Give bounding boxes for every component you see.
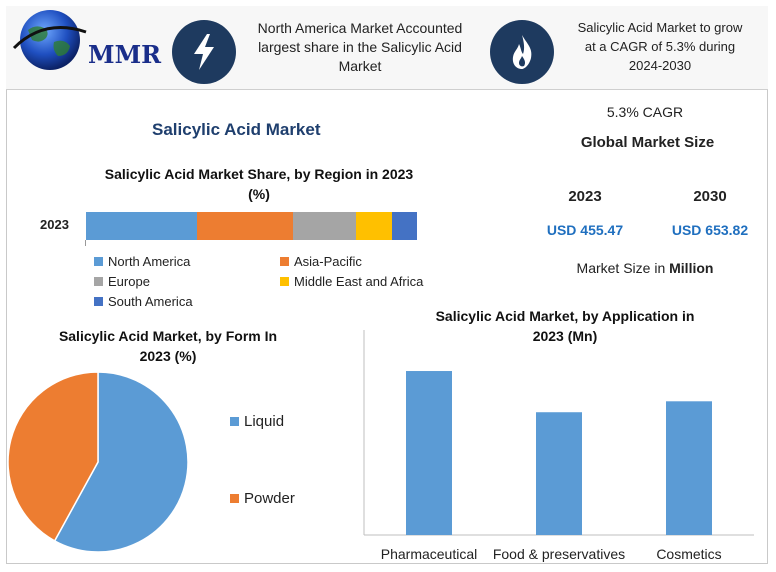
region-title-line1: Salicylic Acid Market Share, by Region i… [104, 166, 414, 182]
pie-legend-liquid: Liquid [230, 413, 284, 430]
header-note-2-line2: at a CAGR of 5.3% during [584, 39, 736, 54]
global-size-label: Global Market Size [580, 134, 715, 151]
region-bar-category: 2023 [40, 217, 69, 232]
flame-icon [512, 35, 532, 69]
form-title-line1: Salicylic Acid Market, by Form In [58, 328, 278, 344]
region-segment-europe [292, 212, 356, 240]
pie-legend-powder: Powder [230, 490, 295, 507]
application-bar-2 [666, 401, 712, 535]
region-segment-south-america [392, 212, 417, 240]
application-category-label: Pharmaceutical [381, 546, 478, 562]
cagr-label: 5.3% CAGR [606, 104, 684, 120]
header-note-1: North America Market Accounted largest s… [240, 19, 480, 76]
market-size-unit: Market Size in Million [560, 260, 730, 276]
mmr-logo: MMR [10, 8, 162, 72]
form-title-line2: 2023 (%) [139, 348, 197, 364]
application-category-label: Food & preservatives [493, 546, 625, 562]
unit-prefix: Market Size in [576, 260, 670, 276]
header-note-1-line2: largest share in the Salicylic Acid [258, 39, 462, 55]
liquid-label: Liquid [244, 413, 285, 430]
legend-label: Europe [108, 274, 150, 289]
logo-text: MMR [88, 40, 162, 69]
form-pie-chart [7, 371, 189, 553]
legend-label: Middle East and Africa [294, 274, 424, 289]
powder-label: Powder [244, 490, 295, 507]
header-note-1-line3: Market [338, 58, 382, 74]
flame-badge [490, 20, 554, 84]
axis-tick [85, 240, 86, 246]
application-title-line2: 2023 (Mn) [532, 328, 598, 344]
legend-item-middle-east-and-africa: Middle East and Africa [280, 274, 423, 289]
globe-logo-icon [12, 10, 87, 70]
application-bar-0 [406, 371, 452, 535]
legend-label: Asia-Pacific [294, 254, 362, 269]
unit-bold: Million [669, 260, 714, 276]
legend-label: North America [108, 254, 191, 269]
liquid-swatch [230, 417, 239, 426]
application-chart-title: Salicylic Acid Market, by Application in… [395, 306, 735, 346]
legend-swatch [280, 277, 289, 286]
legend-item-asia-pacific: Asia-Pacific [280, 254, 362, 269]
region-title-line2: (%) [248, 186, 270, 202]
legend-swatch [94, 277, 103, 286]
header-note-2-line3: 2024-2030 [628, 58, 692, 73]
header-banner [6, 6, 768, 90]
value-2030: USD 653.82 [671, 222, 749, 238]
legend-item-europe: Europe [94, 274, 150, 289]
legend-swatch [94, 257, 103, 266]
header-note-2: Salicylic Acid Market to grow at a CAGR … [560, 18, 760, 75]
region-chart-title: Salicylic Acid Market Share, by Region i… [84, 164, 434, 204]
year-2023-label: 2023 [568, 188, 602, 205]
region-segment-middle-east-and-africa [355, 212, 393, 240]
application-category-label: Cosmetics [656, 546, 721, 562]
value-2023: USD 455.47 [546, 222, 624, 238]
application-title-line1: Salicylic Acid Market, by Application in [435, 308, 695, 324]
lightning-badge [172, 20, 236, 84]
main-title: Salicylic Acid Market [152, 120, 321, 139]
region-stacked-bar [86, 212, 417, 240]
legend-label: South America [108, 294, 193, 309]
application-bar-1 [536, 412, 582, 535]
region-segment-north-america [86, 212, 197, 240]
legend-item-south-america: South America [94, 294, 193, 309]
legend-item-north-america: North America [94, 254, 190, 269]
year-2030-label: 2030 [693, 188, 727, 205]
pie-slice-powder [7, 371, 99, 542]
header-note-1-line1: North America Market Accounted [257, 20, 463, 36]
header-note-2-line1: Salicylic Acid Market to grow [577, 20, 743, 35]
form-chart-title: Salicylic Acid Market, by Form In 2023 (… [34, 326, 302, 366]
legend-swatch [94, 297, 103, 306]
pie-slice-liquid [53, 371, 189, 553]
region-segment-asia-pacific [196, 212, 293, 240]
powder-swatch [230, 494, 239, 503]
application-bar-chart: Pharmaceutical Food & preservatives Cosmet… [363, 330, 754, 562]
legend-swatch [280, 257, 289, 266]
lightning-icon [194, 34, 214, 70]
